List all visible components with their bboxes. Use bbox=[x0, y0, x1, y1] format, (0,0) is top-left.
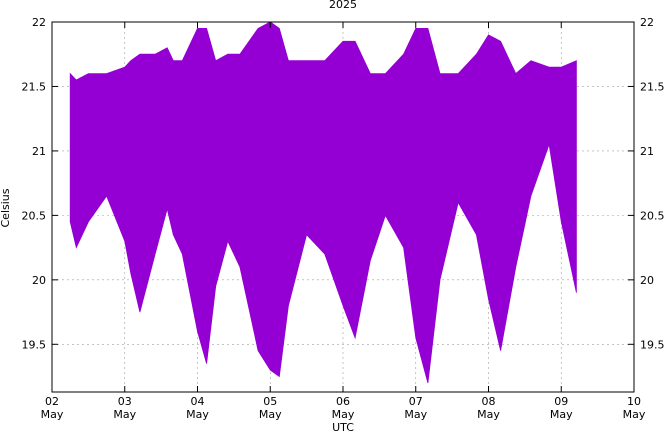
x-tick-month: May bbox=[404, 408, 427, 421]
x-tick-month: May bbox=[332, 408, 355, 421]
x-tick-day: 10 bbox=[627, 395, 641, 408]
y-tick-label: 21 bbox=[32, 145, 46, 158]
series-area-0 bbox=[69, 21, 577, 384]
x-tick-day: 03 bbox=[118, 395, 132, 408]
y-tick-label: 20.5 bbox=[22, 209, 47, 222]
y-tick-label-right: 20.5 bbox=[640, 209, 664, 222]
x-tick-month: May bbox=[477, 408, 500, 421]
x-tick-day: 08 bbox=[482, 395, 496, 408]
x-tick-month: May bbox=[186, 408, 209, 421]
y-tick-label: 22 bbox=[32, 16, 46, 29]
y-tick-label-right: 21 bbox=[640, 145, 654, 158]
chart-title: 2025 bbox=[329, 0, 357, 11]
y-tick-label-right: 22 bbox=[640, 16, 654, 29]
x-tick-month: May bbox=[113, 408, 136, 421]
x-axis-label: UTC bbox=[332, 421, 354, 432]
x-tick-day: 02 bbox=[45, 395, 59, 408]
y-tick-label-right: 19.5 bbox=[640, 338, 664, 351]
x-tick-day: 05 bbox=[263, 395, 277, 408]
y-tick-label-right: 20 bbox=[640, 274, 654, 287]
y-axis-label: Celsius bbox=[0, 188, 12, 227]
x-tick-month: May bbox=[259, 408, 282, 421]
x-tick-day: 09 bbox=[554, 395, 568, 408]
x-tick-month: May bbox=[623, 408, 646, 421]
x-tick-day: 04 bbox=[191, 395, 205, 408]
x-tick-month: May bbox=[41, 408, 64, 421]
y-tick-label: 21.5 bbox=[22, 80, 47, 93]
y-tick-label-right: 21.5 bbox=[640, 80, 664, 93]
x-tick-day: 06 bbox=[336, 395, 350, 408]
y-tick-label: 19.5 bbox=[22, 338, 47, 351]
x-tick-day: 07 bbox=[409, 395, 423, 408]
data-area bbox=[69, 21, 577, 384]
y-tick-label: 20 bbox=[32, 274, 46, 287]
x-tick-month: May bbox=[550, 408, 573, 421]
